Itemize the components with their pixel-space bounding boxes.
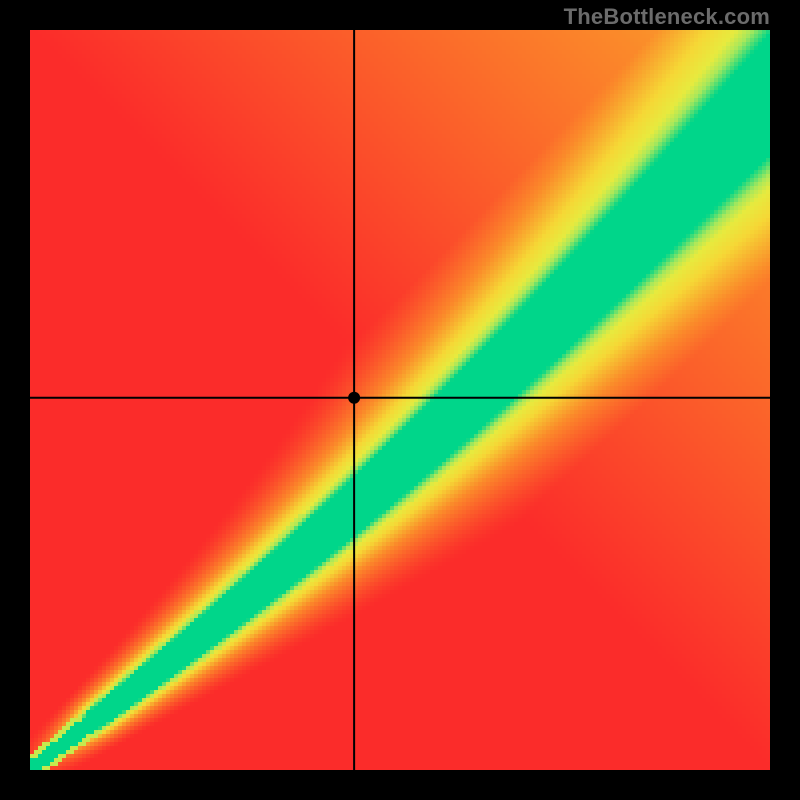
bottleneck-heatmap <box>30 30 770 770</box>
watermark-text: TheBottleneck.com <box>564 4 770 30</box>
chart-container: { "watermark": { "text": "TheBottleneck.… <box>0 0 800 800</box>
